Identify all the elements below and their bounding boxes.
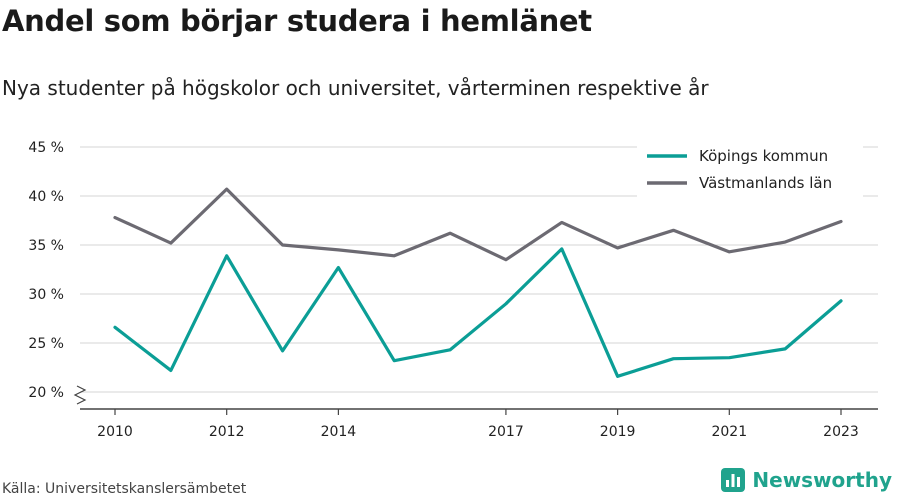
- x-tick-label: 2014: [321, 424, 357, 440]
- legend-label: Köpings kommun: [699, 147, 828, 165]
- y-tick-label: 45 %: [28, 140, 64, 156]
- series-line: [113, 247, 843, 378]
- x-tick-label: 2012: [209, 424, 245, 440]
- series-lines: [113, 187, 843, 378]
- brand-logo: Newsworthy: [721, 468, 892, 492]
- y-axis: 20 % 25 % 30 % 35 % 40 % 45 %: [28, 140, 87, 405]
- y-tick-label: 40 %: [28, 189, 64, 205]
- x-tick-label: 2017: [488, 424, 524, 440]
- legend-background: [637, 142, 863, 198]
- legend: Köpings kommun Västmanlands län: [637, 142, 863, 198]
- x-tick-label: 2021: [711, 424, 747, 440]
- x-tick-label: 2019: [600, 424, 636, 440]
- source-note: Källa: Universitetskanslersämbetet: [2, 481, 247, 497]
- y-tick-label: 25 %: [28, 336, 64, 352]
- brand-name: Newsworthy: [752, 468, 892, 492]
- chart-title: Andel som börjar studera i hemlänet: [2, 4, 592, 38]
- x-tick-label: 2010: [97, 424, 133, 440]
- legend-label: Västmanlands län: [699, 174, 832, 192]
- y-tick-label: 20 %: [28, 385, 64, 401]
- axis-break-icon: [73, 385, 87, 405]
- x-axis: 2010 2012 2014 2017 2019 2021 2023: [80, 408, 878, 440]
- bar-chart-logo-icon: [721, 468, 746, 492]
- series-line: [113, 187, 843, 262]
- chart-subtitle: Nya studenter på högskolor och universit…: [2, 76, 709, 100]
- y-tick-label: 35 %: [28, 238, 64, 254]
- x-tick-label: 2023: [823, 424, 859, 440]
- y-tick-label: 30 %: [28, 287, 64, 303]
